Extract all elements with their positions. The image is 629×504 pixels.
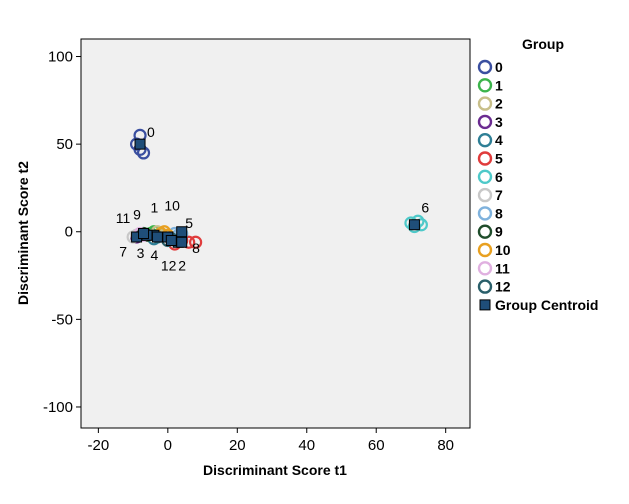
x-axis-title: Discriminant Score t1	[203, 462, 347, 478]
legend-marker-group-4	[477, 132, 493, 148]
group-label-4: 4	[150, 247, 158, 263]
group-label-6: 6	[421, 199, 429, 215]
point-labels: 0 6 11 9 1 10 5 7 3 412 28	[116, 124, 430, 273]
legend-label-group-2: 2	[495, 96, 503, 112]
centroid-group-5	[176, 226, 188, 238]
legend-label-group-11: 11	[495, 260, 510, 276]
y-tick-label: 0	[65, 224, 73, 241]
legend-label-group-1: 1	[495, 77, 503, 93]
x-tick-label: 40	[298, 437, 315, 454]
centroid-group-6	[408, 219, 420, 231]
group-label-7: 7	[119, 243, 127, 259]
legend-label-group-12: 12	[495, 279, 511, 295]
group-label-0: 0	[147, 124, 155, 140]
x-tick-label: -20	[88, 437, 110, 454]
centroid-group-12	[165, 235, 177, 247]
centroid-group-0	[134, 138, 146, 150]
x-tick-label: 0	[164, 437, 172, 454]
legend-marker-group-5	[477, 151, 493, 166]
group-label-11: 11	[116, 210, 131, 226]
group-centroids	[131, 138, 420, 248]
group-label-10: 10	[164, 198, 180, 214]
legend-label-centroid: Group Centroid	[495, 297, 598, 313]
x-tick-label: 60	[368, 437, 385, 454]
legend-marker-group-3	[477, 114, 493, 130]
centroid-group-4	[151, 231, 163, 243]
group-label-1: 1	[150, 199, 158, 215]
legend-label-group-4: 4	[495, 132, 503, 148]
centroid-group-11	[138, 228, 150, 239]
legend-title: Group	[522, 36, 564, 52]
group-label-9: 9	[133, 206, 141, 222]
legend-marker-group-2	[477, 96, 493, 111]
x-tick-label: 20	[229, 437, 246, 454]
legend-label-group-8: 8	[495, 205, 503, 221]
legend-marker-group-8	[477, 206, 493, 221]
legend-marker-group-10	[477, 242, 493, 258]
legend-marker-group-1	[477, 78, 493, 93]
legend-label-group-10: 10	[495, 242, 511, 258]
y-tick-label: -100	[43, 399, 73, 416]
data-point-group-5	[189, 235, 203, 249]
legend-marker-group-12	[477, 279, 493, 294]
legend-marker-group-9	[477, 224, 493, 239]
legend-label-group-3: 3	[495, 114, 503, 130]
y-tick-label: -50	[51, 311, 73, 328]
group-label-8: 8	[192, 240, 200, 256]
centroid-group-8	[176, 236, 188, 248]
legend-marker-centroid	[479, 299, 491, 311]
x-tick-label: 80	[437, 437, 454, 454]
legend-label-group-6: 6	[495, 169, 503, 185]
legend-label-group-7: 7	[495, 187, 503, 203]
legend-label-group-5: 5	[495, 151, 503, 167]
y-tick-label: 100	[48, 49, 73, 66]
y-axis-ticks: 100 50 0 -50 -100	[43, 49, 81, 416]
legend-label-group-0: 0	[495, 59, 503, 75]
legend-label-group-9: 9	[495, 224, 503, 240]
legend-marker-group-7	[477, 187, 493, 203]
x-axis-ticks: -20 0 20 40 60 80	[88, 428, 454, 454]
legend-marker-group-0	[477, 59, 493, 75]
group-label-5: 5	[185, 215, 193, 231]
group-label-2: 2	[178, 257, 186, 273]
group-label-3: 3	[137, 245, 145, 261]
legend-marker-group-6	[477, 169, 493, 185]
y-tick-label: 50	[56, 136, 73, 153]
y-axis-title: Discriminant Score t2	[15, 161, 31, 305]
legend-marker-group-11	[477, 261, 493, 276]
group-label-12: 12	[161, 257, 177, 273]
